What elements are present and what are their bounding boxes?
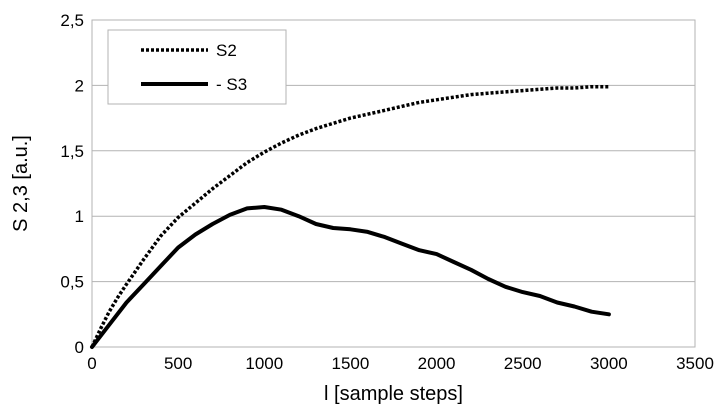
x-tick-label: 1500 [332, 354, 370, 373]
series-line-s2 [90, 84, 609, 348]
tick-label-layer: 0 0,5 1 1,5 2 2,5 0 500 1000 1500 2000 2500 3000 3500 [60, 11, 714, 373]
y-tick-label: 0,5 [60, 273, 84, 292]
series-line-s3 [90, 205, 611, 349]
x-tick-label: 3500 [676, 354, 714, 373]
y-axis-title: S 2,3 [a.u.] [10, 135, 32, 232]
x-tick-label: 3000 [590, 354, 628, 373]
plot-area-border [91, 19, 696, 348]
x-axis-title: l [sample steps] [324, 383, 463, 405]
y-tick-label: 1,5 [60, 142, 84, 161]
x-tick-label: 2500 [504, 354, 542, 373]
legend-label-s3: - S3 [216, 75, 247, 94]
series-layer [90, 84, 611, 349]
y-tick-label: 2 [75, 76, 84, 95]
legend-label-s2: S2 [216, 41, 237, 60]
legend: S2 - S3 [107, 29, 287, 105]
x-tick-label: 0 [87, 354, 96, 373]
y-tick-label: 1 [75, 207, 84, 226]
x-tick-label: 500 [164, 354, 192, 373]
y-tick-label: 2,5 [60, 11, 84, 30]
y-tick-label: 0 [75, 338, 84, 357]
x-tick-label: 2000 [418, 354, 456, 373]
legend-box [107, 29, 287, 105]
x-tick-label: 1000 [245, 354, 283, 373]
